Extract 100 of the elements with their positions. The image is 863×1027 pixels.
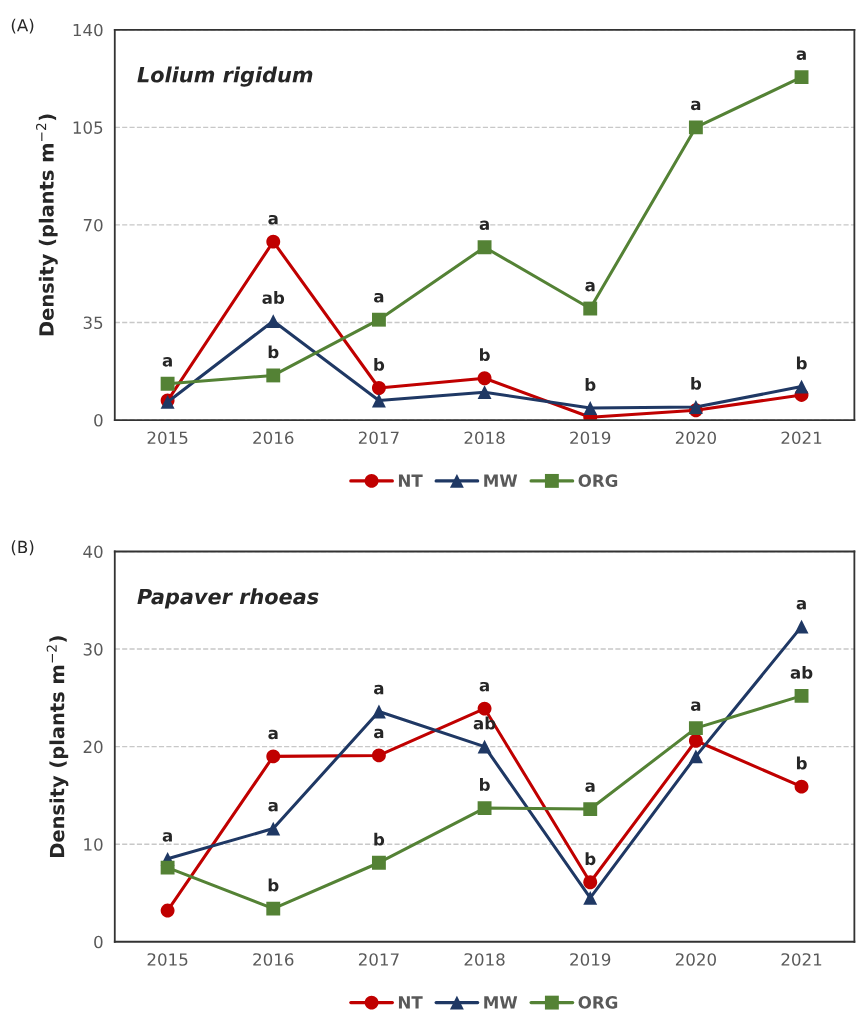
annotation: a bbox=[796, 599, 806, 610]
point bbox=[371, 312, 386, 327]
point bbox=[371, 381, 386, 395]
y-axis-title: Density (plants m$^{−2}$) bbox=[35, 114, 58, 336]
point bbox=[477, 801, 492, 816]
annotation: a bbox=[796, 50, 806, 61]
annotation: a bbox=[585, 782, 595, 792]
point bbox=[477, 371, 492, 386]
legend-label: ORG bbox=[578, 474, 618, 487]
y-tick-label: 10 bbox=[84, 838, 103, 851]
point bbox=[266, 234, 281, 249]
text: (A) bbox=[11, 18, 34, 34]
point bbox=[688, 400, 703, 414]
annotation: a bbox=[585, 281, 595, 292]
point bbox=[583, 802, 598, 817]
point bbox=[794, 379, 809, 394]
x-tick-label: 2017 bbox=[358, 953, 399, 966]
point bbox=[477, 385, 492, 400]
point bbox=[794, 619, 809, 634]
x-tick-label: 2018 bbox=[464, 953, 505, 966]
point bbox=[794, 779, 809, 794]
x-tick-label: 2021 bbox=[781, 431, 822, 445]
x-tick-label: 2017 bbox=[358, 431, 399, 445]
x-tick-label: 2016 bbox=[253, 953, 294, 966]
point bbox=[477, 701, 492, 716]
legend-label: ORG bbox=[578, 996, 618, 1009]
point bbox=[266, 821, 281, 836]
x-tick-label: 2020 bbox=[675, 431, 716, 445]
annotation: a bbox=[162, 357, 172, 367]
annotation: a bbox=[268, 801, 278, 812]
y-tick-label: 70 bbox=[83, 218, 103, 232]
x-tick-label: 2015 bbox=[147, 953, 188, 966]
annotation: b bbox=[374, 357, 385, 371]
x-tick-label: 2019 bbox=[570, 431, 611, 445]
x-tick-label: 2018 bbox=[464, 431, 505, 445]
annotation: b bbox=[268, 878, 279, 892]
annotation: b bbox=[796, 356, 807, 370]
point bbox=[477, 240, 492, 255]
y-tick-label: 20 bbox=[83, 740, 103, 754]
annotation: ab bbox=[262, 291, 285, 304]
legend-label: MW bbox=[484, 996, 518, 1009]
point bbox=[266, 749, 281, 764]
text: Lolium rigidum bbox=[137, 66, 313, 87]
x-tick-label: 2019 bbox=[570, 953, 611, 966]
point bbox=[160, 903, 175, 918]
x-tick-label: 2015 bbox=[147, 431, 188, 445]
point bbox=[583, 875, 598, 890]
annotation: b bbox=[585, 378, 596, 391]
point bbox=[160, 376, 175, 391]
annotation: b bbox=[585, 852, 596, 866]
annotation: a bbox=[268, 214, 278, 225]
point bbox=[688, 733, 703, 748]
point bbox=[160, 860, 175, 875]
point bbox=[583, 401, 598, 415]
point bbox=[794, 70, 809, 85]
x-tick-label: 2021 bbox=[781, 953, 822, 966]
annotation: b bbox=[268, 345, 279, 359]
annotation: a bbox=[374, 728, 384, 739]
point bbox=[477, 739, 492, 754]
y-tick-label: 140 bbox=[73, 23, 103, 37]
annotation: b bbox=[796, 756, 807, 770]
text: (B) bbox=[11, 540, 34, 556]
y-tick-label: 105 bbox=[73, 121, 103, 134]
y-tick-label: 30 bbox=[83, 643, 103, 656]
point bbox=[266, 368, 281, 383]
annotation: a bbox=[479, 220, 489, 231]
x-tick-label: 2016 bbox=[253, 431, 294, 445]
point bbox=[371, 855, 386, 870]
y-tick-label: 0 bbox=[94, 935, 103, 949]
point bbox=[583, 890, 598, 905]
point bbox=[371, 393, 386, 408]
legend-label: NT bbox=[398, 474, 423, 487]
point bbox=[371, 748, 386, 763]
point bbox=[266, 314, 281, 329]
annotation: a bbox=[162, 832, 172, 842]
annotation: a bbox=[374, 293, 384, 303]
annotation: a bbox=[690, 100, 701, 111]
annotation: a bbox=[690, 701, 701, 711]
x-tick-label: 2020 bbox=[675, 953, 716, 966]
text: Papaver rhoeas bbox=[137, 588, 319, 609]
y-tick-label: 0 bbox=[94, 414, 103, 427]
point bbox=[688, 749, 703, 764]
annotation: a bbox=[479, 681, 489, 692]
y-tick-label: 40 bbox=[83, 545, 103, 559]
y-tick-label: 35 bbox=[83, 316, 103, 330]
annotation: b bbox=[480, 348, 490, 362]
point bbox=[688, 120, 703, 135]
annotation: a bbox=[268, 729, 278, 740]
point bbox=[794, 688, 809, 703]
point bbox=[583, 301, 598, 316]
legend-label: MW bbox=[484, 474, 518, 487]
annotation: b bbox=[374, 832, 385, 846]
point bbox=[371, 704, 386, 719]
annotation: b bbox=[480, 778, 490, 791]
y-axis-title: Density (plants m$^{−2}$) bbox=[46, 636, 69, 857]
point bbox=[266, 901, 281, 916]
point bbox=[688, 721, 703, 736]
annotation: ab bbox=[790, 665, 813, 679]
annotation: a bbox=[374, 684, 384, 695]
annotation: b bbox=[691, 376, 702, 390]
